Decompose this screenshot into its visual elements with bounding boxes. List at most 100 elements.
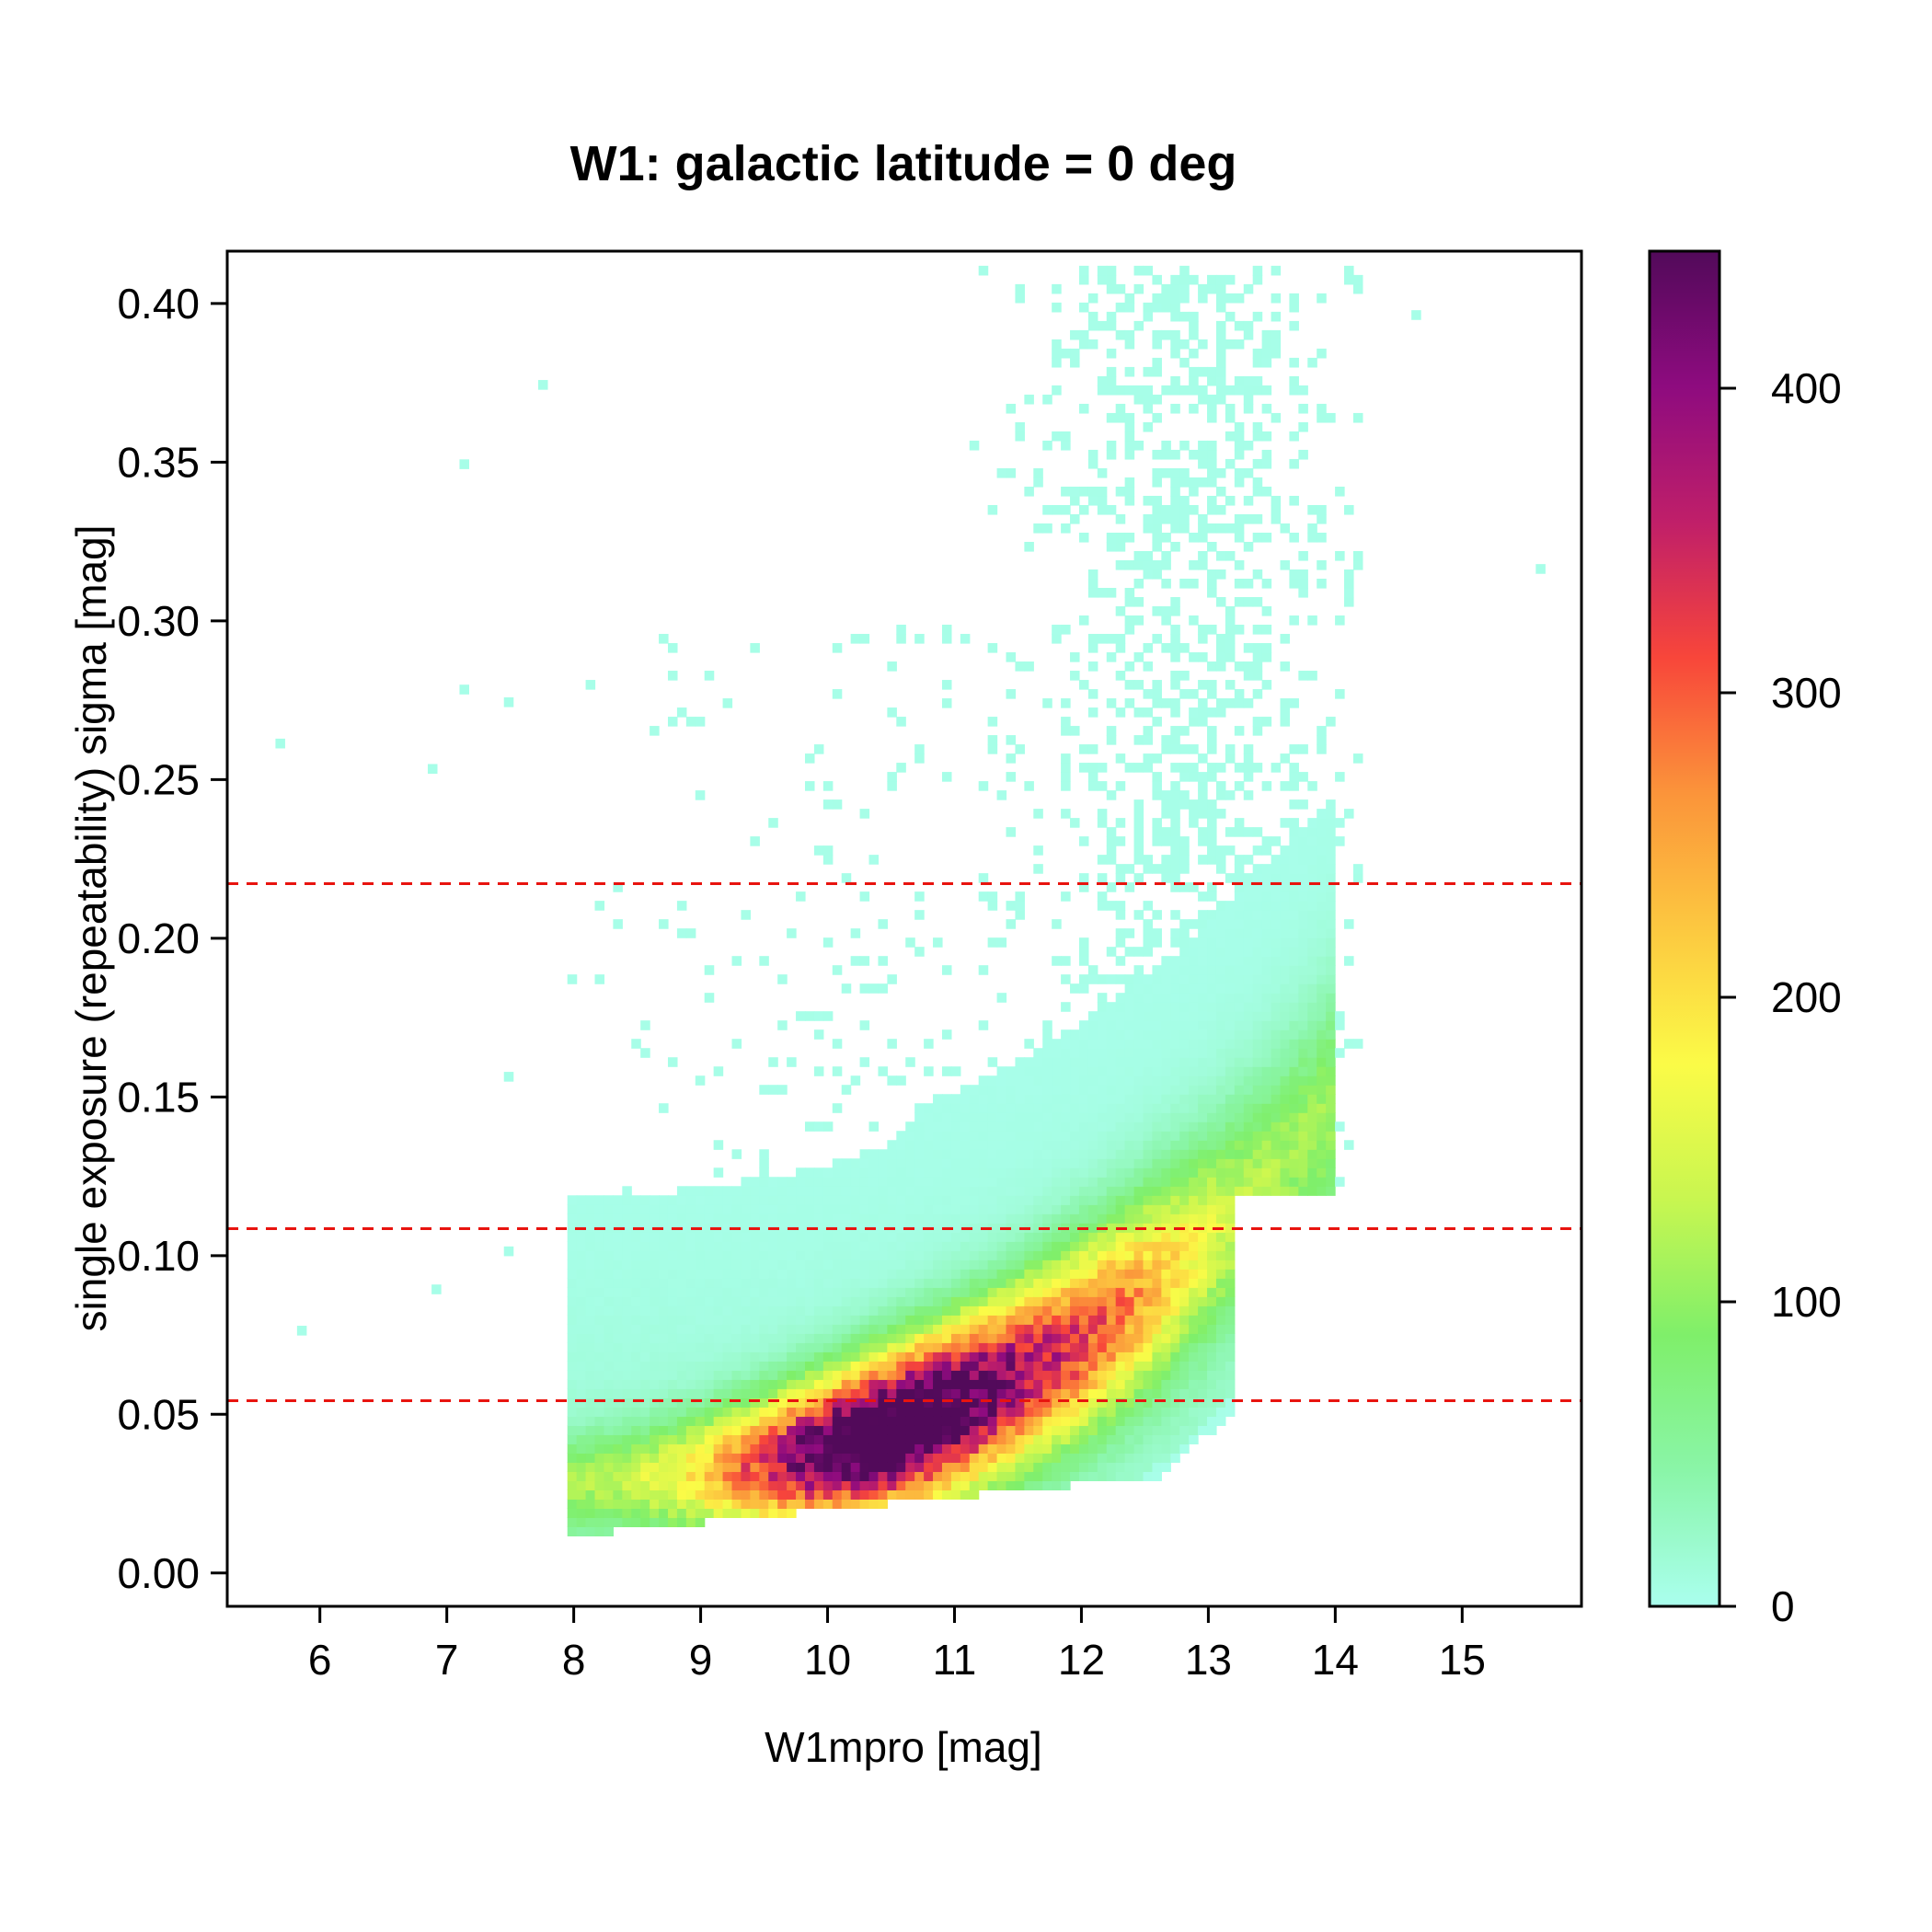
heatmap-cell [1033,1075,1043,1086]
heatmap-cell [1070,671,1080,681]
heatmap-cell [859,1407,870,1417]
heatmap-cell [1170,1416,1180,1426]
heatmap-cell [1078,1361,1089,1371]
heatmap-cell [1143,974,1154,984]
heatmap-cell [704,1425,715,1435]
heatmap-cell [613,1499,623,1509]
heatmap-cell [613,1443,623,1454]
heatmap-cell [1124,1333,1135,1343]
heatmap-cell [905,1213,915,1224]
heatmap-cell [1106,1361,1117,1371]
heatmap-cell [1170,1333,1180,1343]
heatmap-cell [1252,1057,1263,1067]
heatmap-cell [1124,763,1135,773]
heatmap-cell [978,1278,989,1288]
heatmap-cell [1170,827,1180,837]
heatmap-cell [887,1167,897,1178]
heatmap-cell [1152,477,1162,488]
heatmap-cell [1078,339,1089,350]
heatmap-cell [768,1333,778,1343]
heatmap-cell [1298,1039,1308,1049]
heatmap-cell [1298,928,1308,938]
heatmap-cell [1015,293,1025,304]
heatmap-cell [622,1241,632,1251]
heatmap-cell [1115,1232,1126,1242]
heatmap-cell [978,1250,989,1260]
heatmap-cell [695,1453,706,1463]
heatmap-cell [1152,1453,1162,1463]
heatmap-cell [969,1177,980,1187]
heatmap-cell [1143,1471,1154,1481]
heatmap-cell [878,1250,888,1260]
heatmap-cell [1052,1223,1062,1233]
heatmap-cell [1170,1149,1180,1159]
heatmap-cell [1097,818,1108,828]
heatmap-cell [1061,1269,1071,1279]
heatmap-cell [1124,1379,1135,1389]
heatmap-cell [576,1434,587,1444]
heatmap-cell [1152,1315,1162,1325]
heatmap-cell [914,1158,925,1168]
heatmap-cell [1215,1315,1226,1325]
heatmap-cell [685,1204,696,1214]
heatmap-cell [768,1057,778,1067]
heatmap-cell [704,1333,715,1343]
heatmap-cell [859,634,870,644]
heatmap-cell [1152,1351,1162,1362]
heatmap-cell [1298,1112,1308,1122]
heatmap-cell [1087,1315,1098,1325]
heatmap-cell [924,1462,934,1472]
heatmap-cell [576,1278,587,1288]
heatmap-cell [813,845,824,856]
heatmap-cell [768,1379,778,1389]
heatmap-cell [822,1011,834,1021]
heatmap-cell [950,1351,961,1362]
heatmap-cell [585,1287,596,1297]
heatmap-cell [978,781,989,791]
heatmap-cell [1170,1048,1180,1058]
heatmap-cell [1252,882,1263,892]
heatmap-cell [777,1351,788,1362]
heatmap-cell [1252,864,1263,874]
heatmap-cell [1289,579,1299,589]
heatmap-cell [1225,458,1236,469]
heatmap-cell [1097,1075,1108,1086]
heatmap-cell [1289,781,1299,791]
heatmap-cell [933,1094,943,1104]
heatmap-cell [905,1471,915,1481]
heatmap-cell [878,1177,888,1187]
heatmap-cell [1198,513,1208,524]
heatmap-cell [613,1278,623,1288]
heatmap-cell [1179,339,1190,350]
heatmap-cell [1189,1048,1199,1058]
heatmap-cell [1225,1278,1236,1288]
heatmap-cell [1152,818,1162,828]
heatmap-cell [1198,1186,1208,1196]
heatmap-cell [859,1480,870,1490]
heatmap-cell [1143,1278,1154,1288]
heatmap-cell [832,1462,843,1472]
heatmap-cell [1225,1305,1236,1316]
heatmap-cell [1344,597,1354,607]
heatmap-cell [796,1407,806,1417]
heatmap-cell [704,1434,715,1444]
heatmap-cell [914,1351,925,1362]
heatmap-cell [1061,1324,1071,1334]
heatmap-cell [567,1425,578,1435]
heatmap-cell [1179,1195,1190,1205]
heatmap-cell [960,1287,971,1297]
heatmap-cell [1024,1195,1034,1205]
heatmap-cell [1070,1453,1080,1463]
heatmap-cell [1087,1250,1098,1260]
heatmap-cell [1280,919,1291,929]
heatmap-cell [941,1066,952,1076]
heatmap-cell [1052,634,1062,644]
heatmap-cell [1225,1158,1236,1168]
heatmap-cell [1070,1324,1080,1334]
heatmap-cell [1097,467,1108,478]
heatmap-cell [1124,1094,1135,1104]
heatmap-cell [887,1434,897,1444]
heatmap-cell [1061,1167,1071,1178]
heatmap-cell [759,1259,769,1270]
heatmap-cell [1207,625,1217,635]
